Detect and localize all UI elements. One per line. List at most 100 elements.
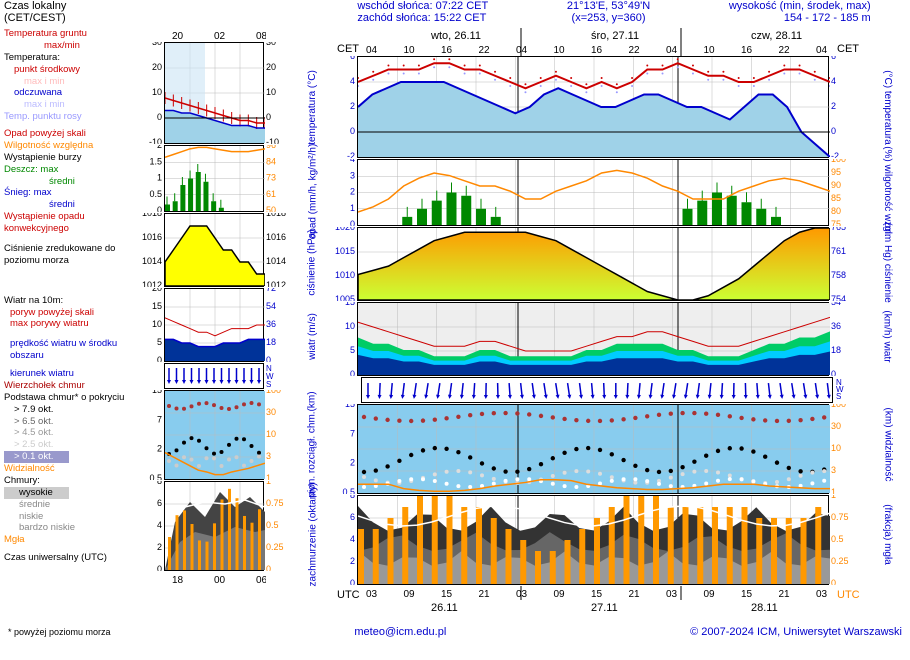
legend-midpoint: punkt środkowy <box>4 64 142 76</box>
legend-gust-max: max porywy wiatru <box>4 318 142 330</box>
meteogram: Czas lokalny (CET/CEST) wschód słońca: 0… <box>0 0 910 660</box>
legend-okt01: > 0.1 okt. <box>4 451 69 463</box>
svg-text:1018: 1018 <box>142 213 162 218</box>
svg-text:-10: -10 <box>266 137 279 144</box>
svg-text:16: 16 <box>441 45 453 56</box>
svg-text:30: 30 <box>266 407 276 417</box>
svg-text:2: 2 <box>157 444 162 454</box>
svg-text:3: 3 <box>831 465 836 475</box>
svg-text:0: 0 <box>157 205 162 212</box>
right-column: temperatura (°C)opad (mm/h, kg/m²/h)ciśn… <box>290 28 910 623</box>
legend-cloud-base: Podstawa chmur* o pokryciu <box>4 392 142 404</box>
svg-text:15: 15 <box>152 390 162 395</box>
legend-mid: średnie <box>4 499 142 511</box>
svg-text:8: 8 <box>157 481 162 486</box>
svg-text:1: 1 <box>266 481 271 486</box>
svg-text:0: 0 <box>157 112 162 122</box>
svg-text:1016: 1016 <box>142 232 162 242</box>
local-time-label: Czas lokalny <box>4 0 148 12</box>
legend-okt65: > 6.5 okt. <box>4 416 142 428</box>
svg-text:5: 5 <box>157 337 162 347</box>
svg-text:1010: 1010 <box>335 270 355 280</box>
svg-text:1018: 1018 <box>266 213 286 218</box>
svg-text:96: 96 <box>266 145 276 150</box>
svg-text:1: 1 <box>266 473 271 480</box>
sunrise-sunset: wschód słońca: 07:22 CET zachód słońca: … <box>357 0 488 28</box>
svg-text:0: 0 <box>350 578 355 585</box>
svg-text:09: 09 <box>404 589 416 600</box>
svg-text:4: 4 <box>350 76 355 86</box>
legend-wind10m: Wiatr na 10m: <box>4 295 142 307</box>
svg-text:0: 0 <box>831 126 836 136</box>
svg-text:20: 20 <box>152 62 162 72</box>
svg-text:0: 0 <box>266 355 271 362</box>
svg-text:754: 754 <box>831 294 846 301</box>
svg-text:0: 0 <box>350 369 355 376</box>
svg-text:80: 80 <box>831 206 841 216</box>
svg-text:wto, 26.11: wto, 26.11 <box>430 30 481 42</box>
svg-text:15: 15 <box>345 404 355 409</box>
svg-text:0.5: 0.5 <box>342 487 355 494</box>
svg-text:0.25: 0.25 <box>831 556 849 566</box>
svg-text:73: 73 <box>266 173 276 183</box>
svg-text:-10: -10 <box>149 137 162 144</box>
svg-text:765: 765 <box>831 227 846 232</box>
svg-text:18: 18 <box>831 345 841 355</box>
svg-text:0.75: 0.75 <box>831 512 849 522</box>
svg-text:06: 06 <box>256 575 266 586</box>
svg-text:1005: 1005 <box>335 294 355 301</box>
coordinates: 21°13'E, 53°49'N(x=253, y=360) <box>567 0 650 28</box>
svg-text:6: 6 <box>350 512 355 522</box>
svg-text:3: 3 <box>266 451 271 461</box>
svg-text:0: 0 <box>831 369 836 376</box>
svg-text:7: 7 <box>157 414 162 424</box>
header-info: wschód słońca: 07:22 CET zachód słońca: … <box>318 0 910 28</box>
svg-text:3: 3 <box>350 170 355 180</box>
short-axis-top <box>148 0 318 28</box>
svg-text:1012: 1012 <box>142 280 162 287</box>
svg-text:1014: 1014 <box>266 256 286 266</box>
svg-text:1020: 1020 <box>335 227 355 232</box>
svg-text:0.5: 0.5 <box>831 534 844 544</box>
svg-text:15: 15 <box>345 302 355 307</box>
svg-text:-2: -2 <box>347 151 355 158</box>
svg-text:0: 0 <box>350 126 355 136</box>
svg-text:UTC: UTC <box>337 589 360 601</box>
svg-text:100: 100 <box>831 159 846 164</box>
svg-text:03: 03 <box>366 589 378 600</box>
legend-maxmin2: max i min <box>4 99 142 111</box>
svg-text:15: 15 <box>591 589 603 600</box>
svg-text:1: 1 <box>831 487 836 494</box>
legend-low: niskie <box>4 511 142 523</box>
svg-text:6: 6 <box>350 56 355 61</box>
svg-text:1014: 1014 <box>142 256 162 266</box>
svg-text:30: 30 <box>152 42 162 47</box>
svg-text:90: 90 <box>831 180 841 190</box>
svg-text:0: 0 <box>157 564 162 571</box>
footer-email[interactable]: meteo@icm.edu.pl <box>111 626 691 638</box>
svg-text:1012: 1012 <box>266 280 286 287</box>
svg-text:8: 8 <box>350 495 355 500</box>
footer-note: * powyżej poziomu morza <box>8 627 111 637</box>
svg-text:4: 4 <box>157 520 162 530</box>
long-charts: CETwto, 26.11śro, 27.11czw, 28.110410162… <box>335 28 865 623</box>
svg-text:7: 7 <box>350 428 355 438</box>
svg-text:0.5: 0.5 <box>150 473 163 480</box>
legend-gust-scale: poryw powyżej skali <box>4 307 142 319</box>
footer-copyright: © 2007-2024 ICM, Uniwersytet Warszawski <box>690 626 902 638</box>
svg-text:10: 10 <box>831 443 841 453</box>
legend-cloud-top: Wierzchołek chmur <box>4 380 142 392</box>
legend-okt79: > 7.9 okt. <box>4 404 142 416</box>
svg-text:21: 21 <box>479 589 491 600</box>
svg-text:22: 22 <box>779 45 791 56</box>
svg-text:5: 5 <box>350 345 355 355</box>
svg-text:1: 1 <box>350 203 355 213</box>
legend-convective: Wystąpienie opadu konwekcyjnego <box>4 211 142 235</box>
legend-temp-ground: Temperatura gruntumax/min <box>4 28 142 52</box>
svg-text:2: 2 <box>350 458 355 468</box>
local-time-block: Czas lokalny (CET/CEST) <box>0 0 148 28</box>
svg-text:15: 15 <box>152 301 162 311</box>
svg-text:0: 0 <box>266 564 271 571</box>
svg-text:0.5: 0.5 <box>266 520 279 530</box>
legend-felt: odczuwana <box>4 87 142 99</box>
